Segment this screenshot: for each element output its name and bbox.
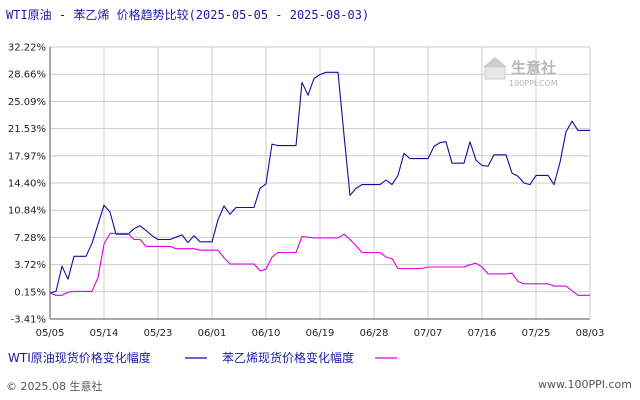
y-tick-label: 21.53% xyxy=(8,124,46,135)
x-tick-label: 06/01 xyxy=(198,328,227,339)
x-axis-tick-labels: 05/05 05/14 05/23 06/01 06/10 06/19 06/28 07/07… xyxy=(36,328,605,339)
y-tick-label: -3.41% xyxy=(11,315,46,326)
series-line-2 xyxy=(49,232,590,296)
x-tick-label: 05/14 xyxy=(90,328,119,339)
x-tick-label: 05/05 xyxy=(36,328,65,339)
x-tick-label: 07/07 xyxy=(414,328,443,339)
axes xyxy=(49,47,590,320)
legend-label-1: WTI原油现货价格变化幅度 xyxy=(8,350,151,365)
y-tick-label: 25.09% xyxy=(8,97,46,108)
y-tick-label: 17.97% xyxy=(8,151,46,162)
x-tick-label: 07/16 xyxy=(468,328,497,339)
legend-label-2: 苯乙烯现货价格变化幅度 xyxy=(222,350,354,365)
y-tick-label: 3.72% xyxy=(14,260,46,271)
watermark: 生意社 100PPI.COM xyxy=(483,57,558,88)
y-tick-label: 32.22% xyxy=(8,43,46,54)
series-lines xyxy=(49,71,590,296)
y-tick-label: 14.40% xyxy=(8,179,46,190)
y-tick-label: 28.66% xyxy=(8,70,46,81)
y-tick-label: 7.28% xyxy=(14,233,46,244)
x-tick-label: 06/19 xyxy=(306,328,335,339)
y-axis-tick-labels: 32.22% 28.66% 25.09% 21.53% 17.97% 14.40% 10.8… xyxy=(8,43,46,326)
watermark-roof-icon xyxy=(483,57,507,67)
y-tick-label: 10.84% xyxy=(8,206,46,217)
watermark-cn-text: 生意社 xyxy=(511,59,556,77)
copyright-text: © 2025.08 生意社 xyxy=(6,380,103,393)
watermark-en-text: 100PPI.COM xyxy=(509,79,558,88)
x-tick-label: 07/25 xyxy=(522,328,551,339)
chart-title: WTI原油 - 苯乙烯 价格趋势比较(2025-05-05 - 2025-08-… xyxy=(6,8,370,22)
watermark-house-icon xyxy=(484,66,506,80)
x-tick-label: 08/03 xyxy=(576,328,605,339)
y-tick-label: 0.15% xyxy=(14,287,46,298)
legend: WTI原油现货价格变化幅度 苯乙烯现货价格变化幅度 xyxy=(8,350,397,365)
x-tick-label: 06/28 xyxy=(360,328,389,339)
x-tick-label: 06/10 xyxy=(252,328,281,339)
site-url-link[interactable]: www.100PPI.com xyxy=(538,378,632,391)
x-tick-label: 05/23 xyxy=(144,328,173,339)
series-line-1 xyxy=(49,71,590,294)
